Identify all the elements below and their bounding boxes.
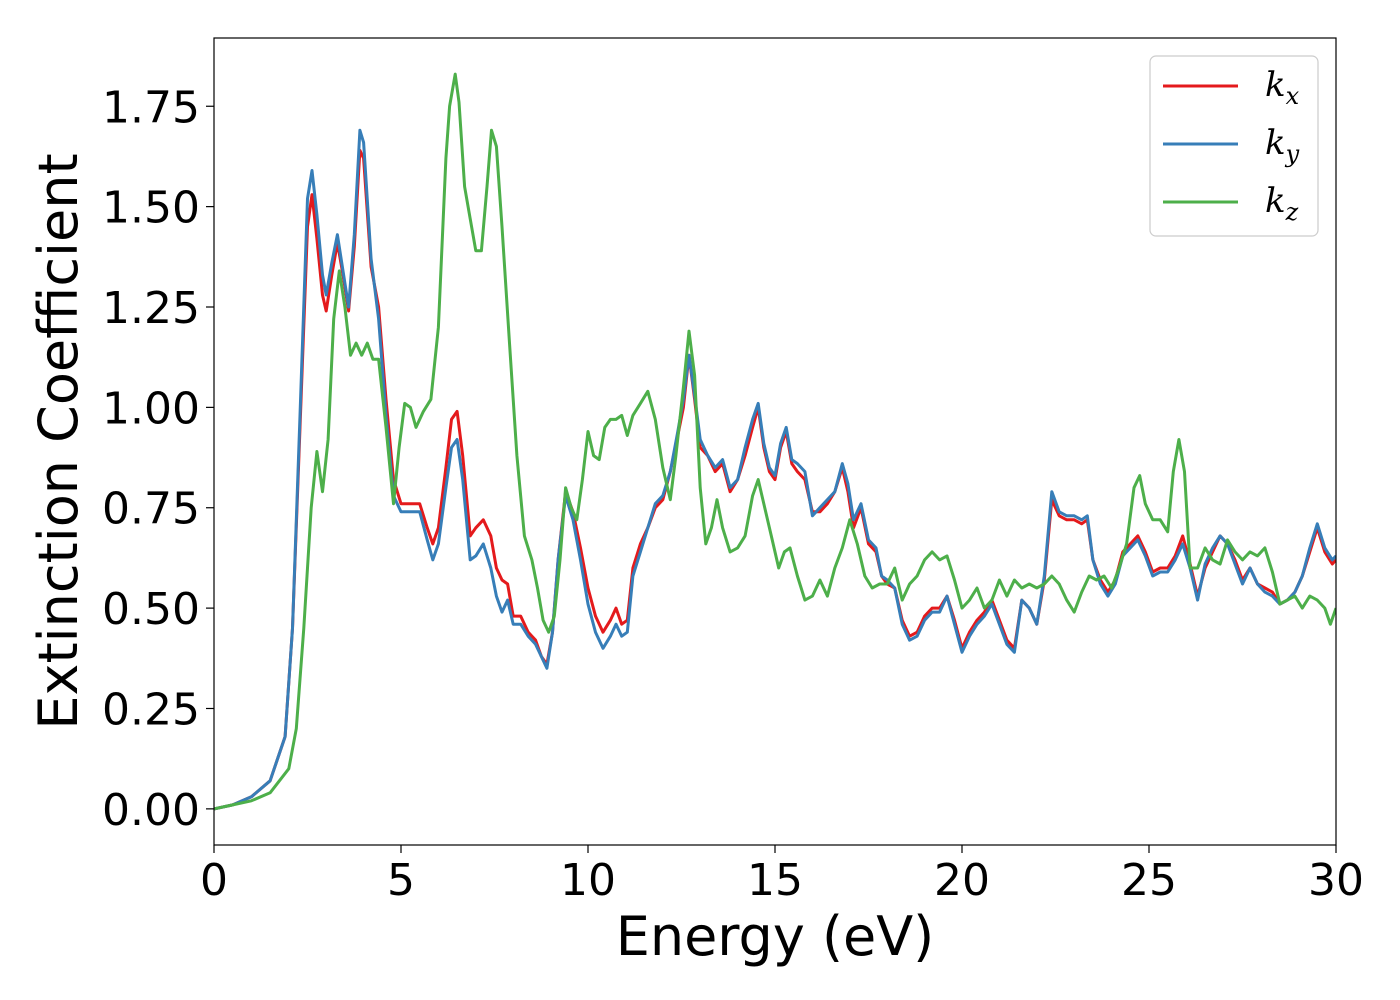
y-tick-label: 0.25 (102, 684, 200, 735)
y-tick-label: 0.75 (102, 484, 200, 535)
x-tick-label: 20 (934, 855, 990, 906)
legend-entry-label: kz (1265, 181, 1299, 226)
legend-entry-label: ky (1265, 123, 1300, 168)
x-tick-label: 0 (200, 855, 228, 906)
y-tick-label: 0.50 (102, 584, 200, 635)
y-tick-label: 1.25 (102, 283, 200, 334)
y-axis: 0.00 0.25 0.50 0.75 1.00 1.25 1.50 1.75 (102, 82, 214, 836)
x-tick-label: 30 (1308, 855, 1364, 906)
series-layer (214, 72, 1336, 811)
y-tick-label: 1.75 (102, 82, 200, 133)
series-line-k-y (214, 128, 1336, 811)
legend-box (1149, 55, 1319, 237)
y-axis-label: Extinction Coefficient (27, 153, 90, 729)
x-tick-label: 5 (387, 855, 415, 906)
x-tick-label: 25 (1121, 855, 1177, 906)
y-tick-label: 1.50 (102, 183, 200, 234)
x-axis-label: Energy (eV) (616, 905, 935, 968)
y-tick-label: 1.00 (102, 383, 200, 434)
x-tick-label: 10 (560, 855, 616, 906)
series-line-k-z (214, 72, 1336, 811)
x-axis: 0 5 10 15 20 25 30 (200, 845, 1364, 906)
series-line-k-x (214, 148, 1336, 811)
x-tick-label: 15 (747, 855, 803, 906)
y-tick-label: 0.00 (102, 785, 200, 836)
legend-entry-label: kx (1265, 65, 1300, 110)
legend: kx ky kz (1149, 55, 1319, 237)
